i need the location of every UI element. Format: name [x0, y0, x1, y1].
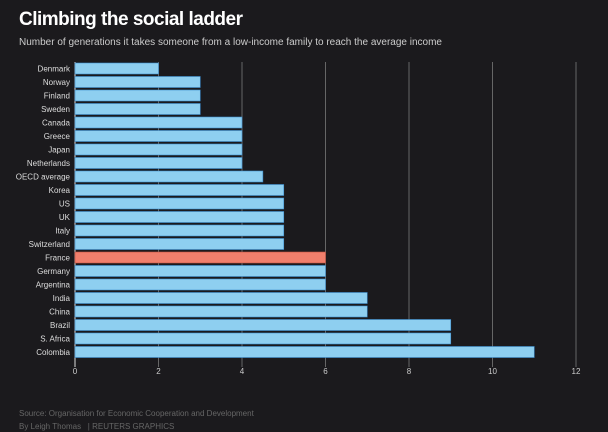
category-label: Korea — [49, 186, 71, 195]
chart-subtitle: Number of generations it takes someone f… — [19, 37, 442, 48]
bar-france — [74, 251, 326, 264]
bar-germany — [74, 265, 326, 277]
bar-india — [74, 292, 368, 304]
bar-s-africa — [74, 332, 452, 345]
category-label: Netherlands — [27, 159, 70, 168]
bar-netherlands — [74, 157, 243, 169]
bar-uk — [74, 211, 285, 223]
bar-italy — [74, 224, 285, 237]
x-tick-label: 2 — [156, 367, 161, 376]
bar-sweden — [74, 103, 201, 115]
category-label: Canada — [42, 119, 71, 128]
category-label: Colombia — [36, 348, 70, 357]
category-label: Argentina — [36, 281, 71, 290]
bar-canada — [74, 116, 243, 129]
category-label: China — [49, 308, 70, 317]
category-label: S. Africa — [40, 335, 70, 344]
bar-brazil — [74, 319, 452, 331]
x-tick-label: 0 — [73, 367, 78, 376]
x-tick-label: 4 — [240, 367, 245, 376]
bar-us — [74, 197, 285, 210]
bar-argentina — [74, 278, 326, 291]
category-label: Finland — [44, 92, 70, 101]
x-tick-label: 12 — [572, 367, 581, 376]
category-label: Japan — [48, 146, 70, 155]
category-label: Denmark — [38, 65, 71, 74]
category-label: Greece — [44, 132, 71, 141]
source-note: Source: Organisation for Economic Cooper… — [19, 409, 254, 418]
category-label: France — [45, 254, 70, 263]
x-tick-label: 6 — [323, 367, 328, 376]
bar-denmark — [74, 62, 159, 75]
category-label: US — [59, 200, 70, 209]
bar-oecd-average — [74, 170, 264, 183]
bar-korea — [74, 184, 285, 196]
bar-china — [74, 305, 368, 318]
chart-title: Climbing the social ladder — [19, 9, 243, 30]
x-tick-label: 8 — [407, 367, 412, 376]
bar-colombia — [74, 346, 535, 358]
credit-note: By Leigh Thomas | REUTERS GRAPHICS — [19, 422, 175, 431]
x-tick-label: 10 — [488, 367, 497, 376]
category-label: Sweden — [41, 105, 70, 114]
bar-switzerland — [74, 238, 285, 250]
category-label: India — [53, 294, 71, 303]
category-label: Germany — [37, 267, 70, 276]
bar-norway — [74, 76, 201, 88]
category-label: UK — [59, 213, 71, 222]
bar-greece — [74, 130, 243, 142]
category-label: OECD average — [16, 173, 71, 182]
category-label: Norway — [43, 78, 70, 87]
category-label: Italy — [55, 227, 70, 236]
category-label: Brazil — [50, 321, 70, 330]
category-label: Switzerland — [29, 240, 70, 249]
bar-finland — [74, 89, 201, 102]
bar-japan — [74, 143, 243, 156]
